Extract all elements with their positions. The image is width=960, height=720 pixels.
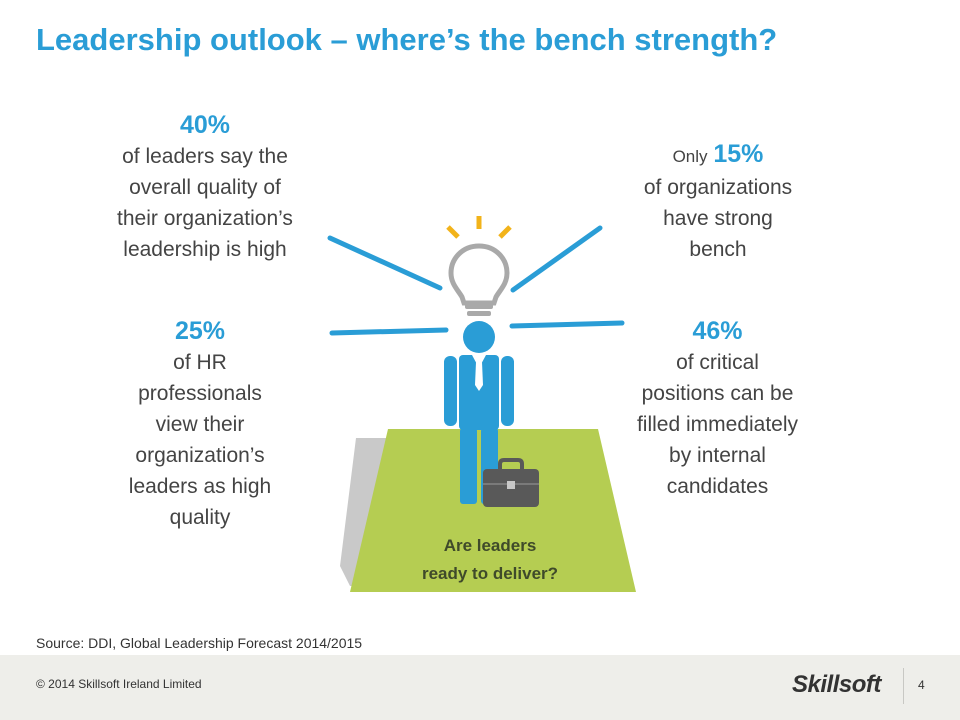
- page-number: 4: [918, 678, 925, 692]
- briefcase-icon: [483, 458, 539, 507]
- stat-bottom-right-line: candidates: [666, 475, 769, 498]
- stat-top-left-line: leadership is high: [123, 238, 287, 261]
- stat-bottom-left-line: quality: [169, 506, 231, 529]
- platform: [350, 429, 636, 592]
- stat-top-left-value: 40%: [179, 111, 231, 139]
- stat-top-left: 40% of leaders say the overall quality o…: [90, 110, 320, 265]
- platform-caption: Are leaders ready to deliver?: [375, 532, 605, 588]
- connector-line-bottom-left: [329, 327, 449, 336]
- footer-bar: [0, 655, 960, 720]
- stat-top-right-value: 15%: [713, 140, 764, 168]
- stat-top-right: Only 15% of organizations have strong be…: [598, 139, 838, 265]
- stat-top-left-line: overall quality of: [129, 176, 281, 199]
- footer-divider: [903, 668, 904, 704]
- platform-caption-line2: ready to deliver?: [421, 564, 559, 583]
- bulb-rays-icon: [446, 216, 512, 239]
- stat-bottom-left-line: of HR: [173, 351, 227, 374]
- copyright-text: © 2014 Skillsoft Ireland Limited: [36, 677, 202, 691]
- lightbulb-icon: [448, 243, 510, 316]
- stat-top-right-prefix: Only: [672, 147, 708, 166]
- slide-title: Leadership outlook – where’s the bench s…: [36, 22, 778, 57]
- stat-bottom-left-line: view their: [155, 413, 245, 436]
- stat-top-left-line: of leaders say the: [122, 145, 288, 168]
- connector-line-top-right: [510, 225, 603, 293]
- stat-top-right-line: of organizations: [643, 176, 793, 199]
- stat-bottom-left-line: organization’s: [135, 444, 265, 467]
- connector-line-bottom-right: [509, 320, 625, 329]
- stat-bottom-right-line: of critical: [676, 351, 759, 374]
- stat-bottom-right-line: positions can be: [641, 382, 794, 405]
- stat-bottom-left-line: leaders as high: [128, 475, 272, 498]
- stat-bottom-right-line: by internal: [669, 444, 766, 467]
- skillsoft-logo: Skillsoft: [792, 671, 881, 698]
- stat-top-right-line: have strong: [663, 207, 773, 230]
- stat-bottom-right-line: filled immediately: [636, 413, 799, 436]
- platform-caption-line1: Are leaders: [443, 536, 537, 555]
- connector-line-top-left: [327, 235, 443, 291]
- stat-bottom-left: 25% of HR professionals view their organ…: [85, 316, 315, 533]
- stat-bottom-left-line: professionals: [138, 382, 262, 405]
- source-citation: Source: DDI, Global Leadership Forecast …: [36, 635, 363, 651]
- stat-bottom-left-value: 25%: [174, 317, 226, 345]
- stat-top-left-line: their organization’s: [117, 207, 293, 230]
- stat-top-right-line: bench: [689, 238, 747, 261]
- stat-bottom-right: 46% of critical positions can be filled …: [600, 316, 835, 502]
- stat-bottom-right-value: 46%: [692, 317, 743, 345]
